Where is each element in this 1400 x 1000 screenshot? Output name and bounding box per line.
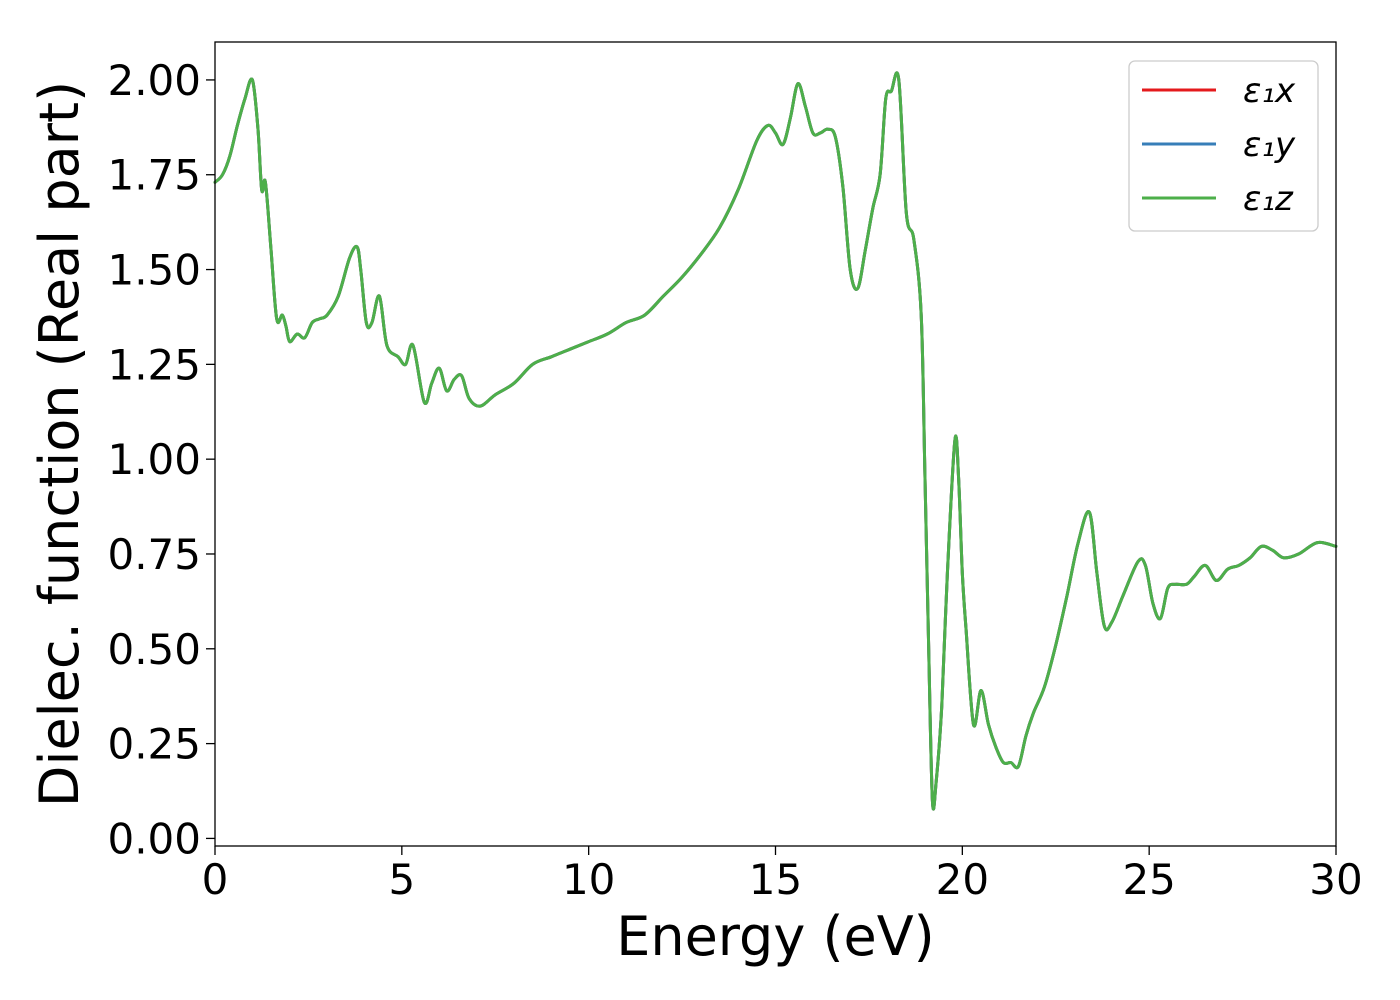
series-line-3 <box>213 71 1338 811</box>
y-axis-ticks: 0.00 0.25 0.50 0.75 1.00 1.25 1.50 1.75 2.00 <box>107 56 215 863</box>
y-tick-label: 1.00 <box>107 435 201 484</box>
y-tick-label: 1.25 <box>107 340 201 389</box>
y-tick-label: 1.75 <box>107 151 201 200</box>
y-tick-label: 0.50 <box>107 625 201 674</box>
x-tick-label: 25 <box>1122 855 1175 904</box>
x-tick-label: 30 <box>1309 855 1362 904</box>
legend-label: ε₁x <box>1243 71 1296 111</box>
x-tick-label: 0 <box>202 855 229 904</box>
y-tick-label: 0.25 <box>107 720 201 769</box>
y-tick-label: 0.75 <box>107 530 201 579</box>
series-layer <box>213 71 1338 811</box>
y-tick-label: 0.00 <box>107 814 201 863</box>
x-axis-label: Energy (eV) <box>616 905 935 968</box>
y-tick-label: 1.50 <box>107 246 201 295</box>
legend-label: ε₁y <box>1243 125 1296 165</box>
legend: ε₁x ε₁y ε₁z <box>1128 60 1319 232</box>
x-tick-label: 20 <box>936 855 989 904</box>
legend-label: ε₁z <box>1243 179 1294 219</box>
legend-box <box>1128 60 1319 232</box>
x-tick-label: 10 <box>562 855 615 904</box>
x-tick-label: 15 <box>749 855 802 904</box>
x-axis-ticks: 0 5 10 15 20 25 30 <box>202 846 1363 904</box>
y-axis-label: Dielec. function (Real part) <box>28 81 91 807</box>
y-tick-label: 2.00 <box>107 56 201 105</box>
x-tick-label: 5 <box>388 855 415 904</box>
